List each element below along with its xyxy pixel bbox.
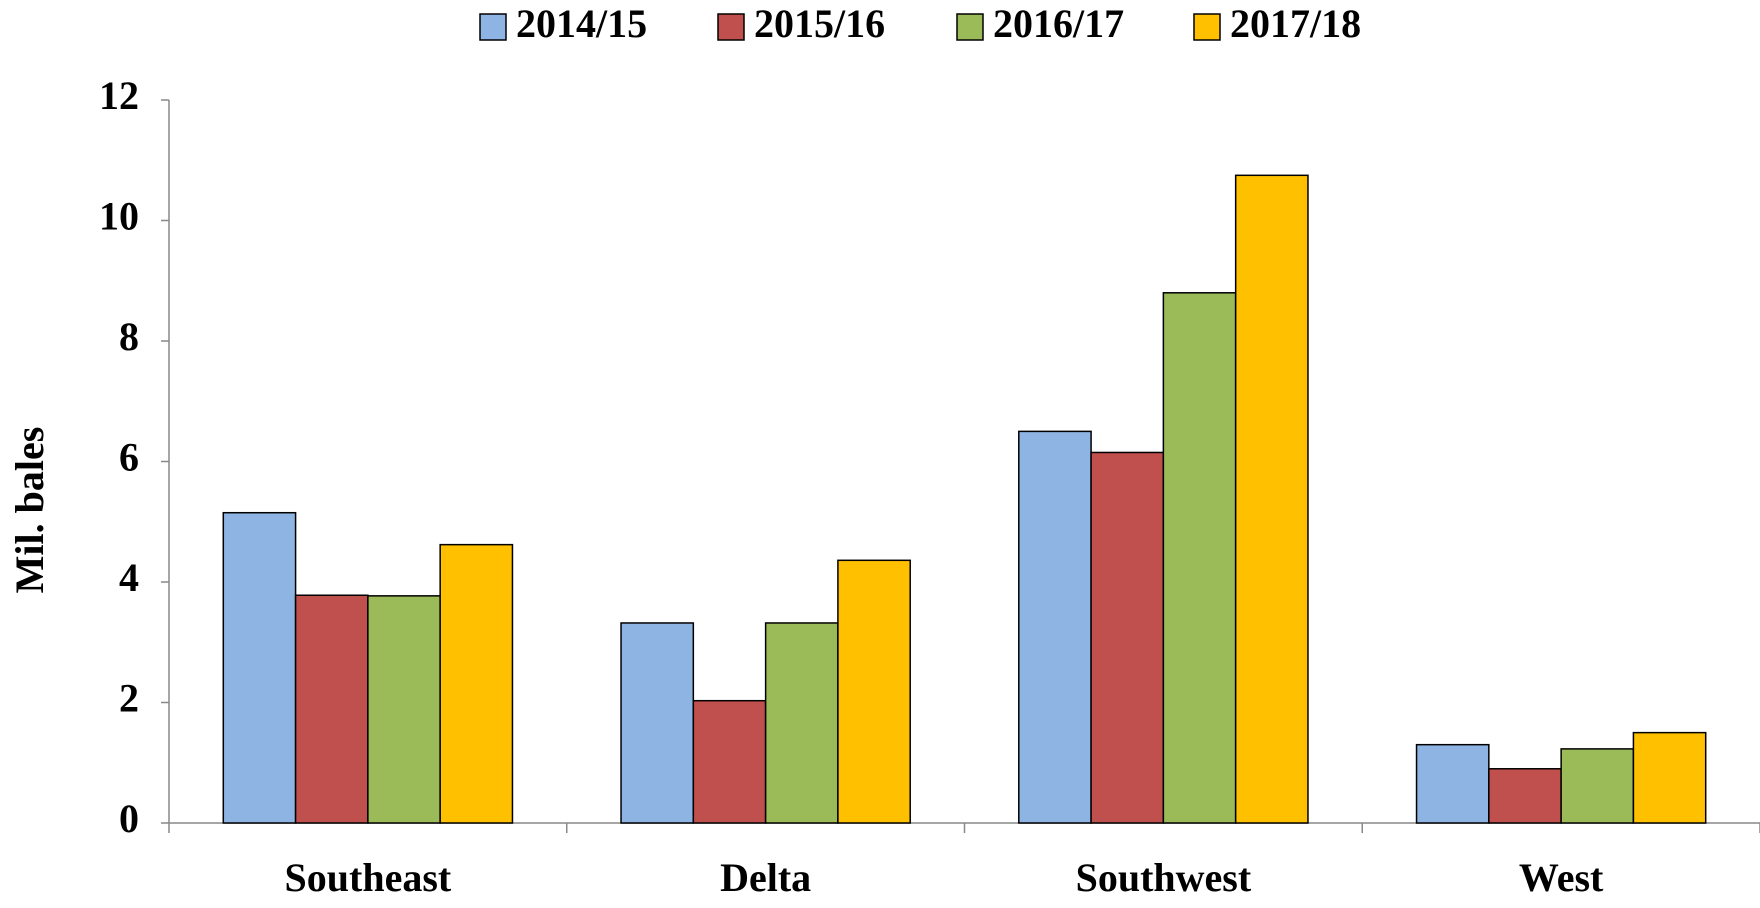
- bar: [1415, 743, 1490, 824]
- y-tick-label: 8: [119, 314, 139, 359]
- bar: [692, 699, 767, 824]
- x-tick-label: West: [1519, 855, 1604, 900]
- bar: [837, 559, 911, 824]
- bar: [764, 622, 839, 824]
- bar: [1632, 731, 1707, 824]
- x-tick-label: Delta: [720, 855, 811, 900]
- bar: [1234, 174, 1309, 824]
- y-tick-label: 2: [119, 676, 139, 721]
- bar: [620, 622, 695, 824]
- legend-swatch: [479, 13, 507, 41]
- bar: [1018, 430, 1092, 824]
- y-tick-label: 12: [99, 73, 139, 118]
- bar: [1090, 451, 1165, 824]
- y-tick-label: 0: [119, 796, 139, 841]
- legend-swatch: [717, 13, 745, 41]
- y-axis-label: Mil. bales: [7, 427, 52, 594]
- bar: [1488, 768, 1562, 824]
- bar: [222, 511, 297, 824]
- legend-label: 2017/18: [1230, 1, 1361, 46]
- x-tick-label: Southwest: [1076, 855, 1252, 900]
- y-tick-label: 6: [119, 435, 139, 480]
- legend-label: 2016/17: [993, 1, 1124, 46]
- legend-label: 2014/15: [516, 1, 647, 46]
- legend-swatch: [956, 13, 984, 41]
- bar: [1560, 748, 1635, 824]
- x-tick-label: Southeast: [285, 855, 452, 900]
- bar: [1162, 292, 1237, 824]
- y-tick-label: 10: [99, 194, 139, 239]
- bar: [367, 595, 441, 824]
- bar: [439, 543, 514, 824]
- bar: [294, 594, 369, 824]
- legend-label: 2015/16: [754, 1, 885, 46]
- legend-swatch: [1193, 13, 1221, 41]
- y-tick-label: 4: [119, 555, 139, 600]
